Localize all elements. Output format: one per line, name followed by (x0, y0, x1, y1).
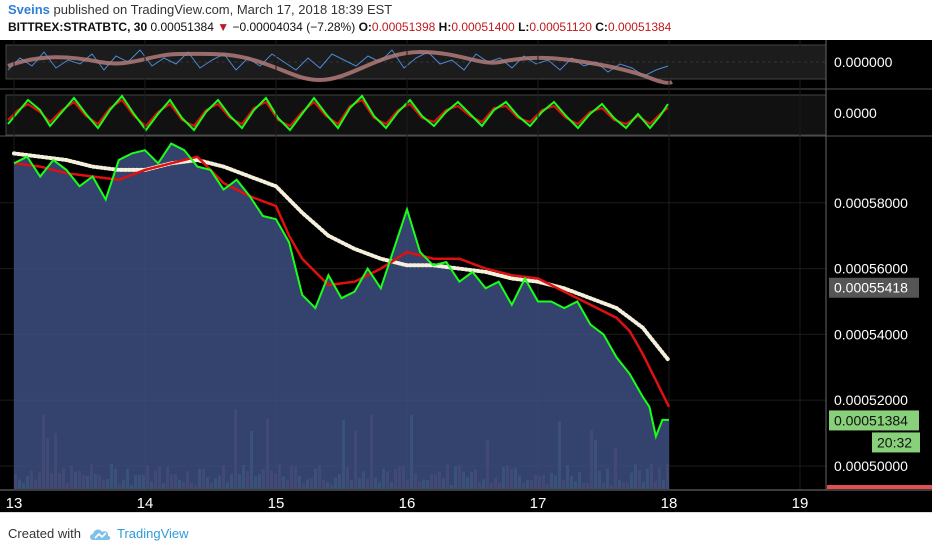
open-value: 0.00051398 (371, 20, 436, 34)
x-tick-label: 13 (6, 495, 23, 512)
price-axis[interactable]: 0.00058000 0.00056000 0.00054000 0.00052… (829, 195, 920, 474)
price-change: −0.00004034 (−7.28%) (232, 20, 356, 34)
indicator2-green-line (7, 94, 669, 132)
symbol-info: BITTREX:STRATBTC, 30 0.00051384 ▼ −0.000… (8, 20, 671, 34)
indicator2-value-label: 0.0000 (834, 105, 877, 121)
indicator1-value-label: 0.000000 (834, 54, 893, 70)
created-with-text: Created with (8, 526, 81, 541)
x-tick-label: 14 (137, 495, 154, 512)
y-tick-label: 0.00050000 (834, 458, 908, 474)
indicator1-fast-line (7, 49, 669, 77)
ema-red-line (13, 155, 671, 408)
open-label: O: (358, 20, 372, 34)
sma-white-line (12, 151, 671, 363)
prev-price-badge (829, 277, 919, 298)
last-price: 0.00051384 (150, 20, 214, 34)
x-tick-label: 19 (792, 495, 809, 512)
countdown-badge (872, 432, 920, 453)
x-tick-label: 16 (399, 495, 416, 512)
indicator-pane-2: 0.0000 (5, 94, 877, 136)
close-label: C: (595, 20, 608, 34)
x-tick-label: 17 (530, 495, 547, 512)
indicator-pane-1: 0.000000 (5, 44, 893, 85)
x-tick-label: 18 (661, 495, 678, 512)
price-green-line (13, 142, 669, 440)
tradingview-cloud-icon (88, 526, 112, 547)
chart[interactable]: 0.000000 0.0000 0.00058000 0.00056000 0.… (0, 40, 932, 512)
high-label: H: (438, 20, 452, 34)
last-price-badge (829, 410, 919, 431)
y-tick-label: 0.00054000 (834, 326, 908, 342)
tradingview-link[interactable]: TradingView (117, 526, 189, 541)
low-value: 0.00051120 (529, 20, 592, 34)
y-tick-label: 0.00056000 (834, 261, 908, 277)
high-value: 0.00051400 (451, 20, 515, 34)
y-tick-label: 0.00058000 (834, 195, 908, 211)
countdown-label: 20:32 (877, 434, 912, 450)
symbol-name: BITTREX:STRATBTC, 30 (8, 20, 148, 34)
axis-corner-marker (827, 485, 932, 489)
time-axis[interactable]: 13 14 15 16 17 18 19 (6, 495, 809, 512)
indicator1-slow-line (7, 49, 673, 85)
low-label: L: (518, 20, 530, 34)
price-area-fill (14, 143, 669, 489)
main-price-pane (0, 40, 826, 490)
publish-info: Sveins published on TradingView.com, Mar… (8, 2, 392, 17)
publish-text: published on TradingView.com, March 17, … (49, 2, 393, 17)
last-price-label: 0.00051384 (834, 412, 908, 428)
footer: Created with TradingView (0, 512, 932, 551)
author-name[interactable]: Sveins (8, 2, 50, 17)
x-tick-label: 15 (268, 495, 285, 512)
down-arrow-icon: ▼ (217, 20, 230, 34)
close-value: 0.00051384 (607, 20, 672, 34)
prev-price-label: 0.00055418 (834, 280, 908, 296)
y-tick-label: 0.00052000 (834, 392, 908, 408)
